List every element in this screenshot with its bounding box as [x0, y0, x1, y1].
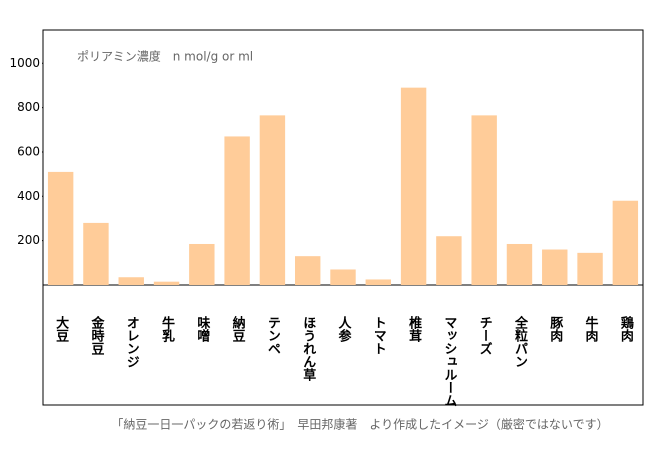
- bar: [400, 87, 427, 285]
- bar: [506, 243, 533, 285]
- bar: [83, 222, 109, 285]
- bar: [436, 236, 462, 285]
- x-tick-label: 金時豆: [88, 315, 105, 355]
- bar: [577, 252, 603, 285]
- x-tick-label: 人参: [336, 315, 352, 343]
- x-tick-label: 納豆: [230, 315, 246, 342]
- bar: [612, 200, 639, 285]
- bar: [471, 115, 497, 285]
- bar: [330, 269, 356, 285]
- bar: [189, 243, 215, 285]
- x-tick-label: 大豆: [53, 315, 69, 342]
- bar: [153, 281, 180, 285]
- y-tick-label: 1000: [9, 56, 40, 70]
- y-tick-label: 800: [17, 100, 40, 114]
- bar: [224, 136, 250, 285]
- chart-frame: [42, 29, 644, 406]
- x-tick-label: 牛乳: [159, 315, 175, 343]
- bar: [365, 279, 391, 285]
- bar: [118, 277, 144, 285]
- x-tick-label: 豚肉: [547, 316, 563, 343]
- x-tick-label: ほうれん草: [300, 316, 316, 382]
- bar: [542, 249, 568, 285]
- x-tick-label: テンペ: [265, 316, 281, 355]
- x-tick-label: チーズ: [477, 316, 493, 355]
- x-tick-label: 全粒パン: [512, 315, 529, 368]
- chart-title: ポリアミン濃度 n mol/g or ml: [77, 49, 253, 64]
- y-tick-label: 400: [17, 189, 40, 203]
- y-tick-label: 200: [17, 233, 40, 247]
- x-tick-label: トマト: [371, 316, 386, 355]
- x-tick-label: 味噌: [194, 315, 210, 343]
- bar: [295, 256, 321, 285]
- y-tick-label: 600: [17, 144, 40, 158]
- x-tick-label: 椎茸: [406, 315, 423, 343]
- bar: [47, 171, 74, 285]
- x-tick-label: 鶏肉: [618, 315, 634, 343]
- x-tick-label: マッシュルーム: [441, 316, 457, 407]
- x-tick-label: 牛肉: [583, 315, 599, 343]
- x-tick-label: オレンジ: [124, 316, 140, 368]
- footnote: 「納豆一日一パックの若返り術」 早田邦康著 より作成したイメージ（厳密ではないで…: [111, 417, 608, 432]
- bar: [259, 115, 286, 285]
